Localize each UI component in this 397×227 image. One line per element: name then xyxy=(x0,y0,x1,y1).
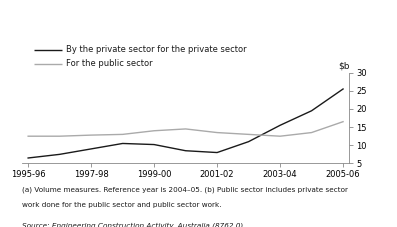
Text: For the public sector: For the public sector xyxy=(66,59,152,68)
Text: By the private sector for the private sector: By the private sector for the private se… xyxy=(66,45,246,54)
Text: $b: $b xyxy=(338,62,349,71)
Text: (a) Volume measures. Reference year is 2004–05. (b) Public sector includes priva: (a) Volume measures. Reference year is 2… xyxy=(22,186,348,193)
Text: Source: Engineering Construction Activity, Australia (8762.0).: Source: Engineering Construction Activit… xyxy=(22,222,245,227)
Text: work done for the public sector and public sector work.: work done for the public sector and publ… xyxy=(22,202,222,208)
